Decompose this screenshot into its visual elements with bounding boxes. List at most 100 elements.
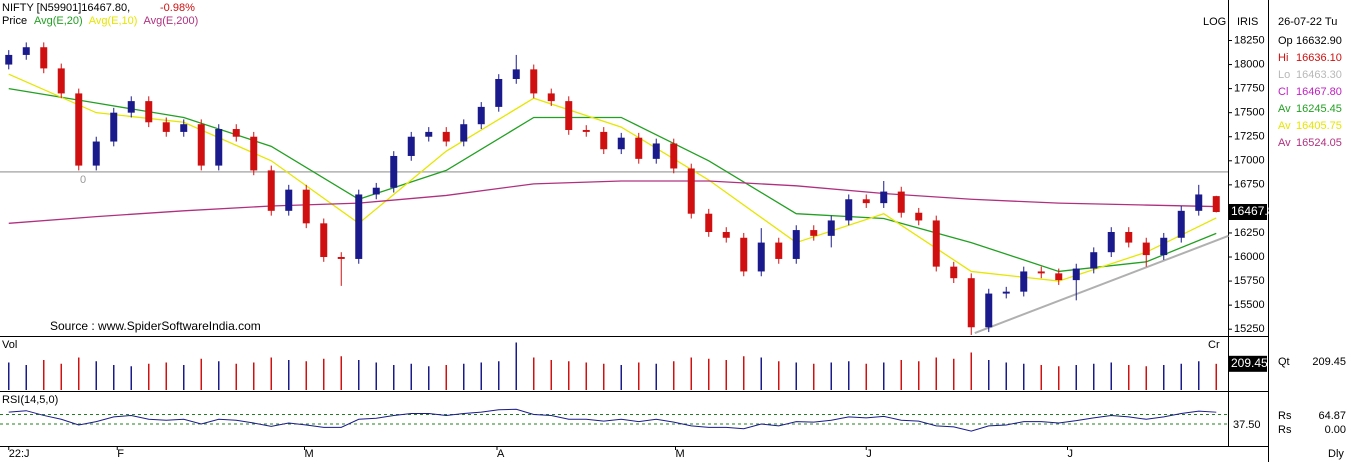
x-tick-label: 22:J — [9, 448, 30, 460]
y-tick-label: 17750 — [1234, 83, 1265, 95]
volume-corner: Cr — [1208, 339, 1220, 351]
info-value: 16463.30 — [1296, 69, 1342, 81]
x-tick-label: F — [117, 448, 124, 460]
candle-body — [320, 223, 328, 258]
y-tick-label: 17250 — [1234, 131, 1265, 143]
candle-body — [495, 78, 503, 107]
candle-body — [512, 69, 520, 79]
y-tick-label: 16250 — [1234, 227, 1265, 239]
rsi-line — [8, 408, 1217, 432]
candle-body — [530, 69, 538, 94]
candle-body — [232, 129, 240, 137]
y-tick-label: 15500 — [1234, 299, 1265, 311]
qt-label: Qt — [1278, 356, 1290, 368]
rs-label: Rs — [1278, 410, 1292, 422]
info-label: Op — [1278, 35, 1293, 47]
info-label: Av — [1278, 137, 1291, 149]
candle-body — [757, 242, 765, 272]
info-value: 16632.90 — [1296, 35, 1342, 47]
candle-body — [652, 143, 660, 159]
legend-entry: Avg(E,20) — [34, 15, 83, 27]
hline-label: 0 — [80, 174, 86, 186]
candle-body — [127, 101, 135, 113]
candle-body — [1107, 231, 1115, 253]
candle-body — [75, 93, 83, 166]
candle-body — [355, 194, 363, 259]
candle-body — [425, 131, 433, 137]
y-tick-label: 18000 — [1234, 58, 1265, 70]
info-label: Cl — [1278, 86, 1288, 98]
candle-body — [110, 112, 118, 142]
candle-body — [92, 141, 100, 166]
last-price-tag — [1229, 203, 1267, 220]
info-value: 16636.10 — [1296, 52, 1342, 64]
trendline — [974, 234, 1229, 334]
moving-average — [8, 73, 1217, 282]
candle-body — [197, 124, 205, 166]
legend-entry: Avg(E,200) — [143, 15, 198, 27]
candle-body — [460, 124, 468, 142]
candle-body — [1125, 231, 1133, 243]
period: Dly — [1328, 448, 1344, 460]
x-tick-label: M — [676, 448, 685, 460]
x-tick-label: M — [305, 448, 314, 460]
candle-body — [950, 266, 958, 279]
change: -0.98% — [160, 2, 195, 14]
candle-body — [267, 170, 275, 211]
moving-average — [8, 180, 1217, 224]
candle-body — [705, 213, 713, 232]
y-tick-label: 15750 — [1234, 275, 1265, 287]
candle-body — [687, 168, 695, 214]
candle-body — [547, 93, 555, 102]
candle-body — [250, 136, 258, 171]
candle-body — [582, 129, 590, 132]
rs-value: 64.87 — [1318, 410, 1346, 422]
candle-body — [722, 231, 730, 238]
candle-body — [390, 155, 398, 188]
candle-body — [617, 137, 625, 150]
info-value: 16245.45 — [1296, 103, 1342, 115]
rs-label: Rs — [1278, 424, 1292, 436]
candle-body — [302, 189, 310, 224]
volume-last: 209.45 — [1231, 356, 1268, 370]
rs-value: 0.00 — [1325, 424, 1346, 436]
info-label: Hi — [1278, 52, 1288, 64]
candle-body — [827, 220, 835, 236]
candle-body — [1020, 271, 1028, 292]
candle-body — [1072, 268, 1080, 281]
candle-body — [932, 220, 940, 267]
candle-body — [1090, 252, 1098, 269]
y-tick-label: 15250 — [1234, 323, 1265, 335]
candle-body — [40, 47, 48, 69]
candle-body — [897, 191, 905, 213]
candle-body — [442, 131, 450, 142]
candle-body — [57, 68, 65, 94]
candle-body — [635, 137, 643, 159]
date: 26-07-22 Tu — [1278, 16, 1337, 28]
candle-body — [1037, 271, 1045, 274]
x-tick-label: A — [497, 448, 505, 460]
chart-title: NIFTY [N59901]16467.80, — [2, 2, 130, 14]
candle-body — [845, 199, 853, 221]
rsi-tick-label: 37.50 — [1233, 419, 1261, 431]
candle-body — [810, 230, 818, 236]
info-value: 16405.75 — [1296, 120, 1342, 132]
moving-average — [8, 87, 1217, 273]
candle-body — [1177, 210, 1185, 238]
x-tick-label: J — [1068, 448, 1074, 460]
info-label: Av — [1278, 103, 1291, 115]
candle-body — [565, 101, 573, 130]
candle-body — [1212, 196, 1220, 212]
y-tick-label: 17000 — [1234, 155, 1265, 167]
candle-body — [337, 257, 345, 259]
candle-body — [1055, 273, 1063, 281]
candle-body — [215, 129, 223, 166]
candle-body — [670, 143, 678, 169]
candle-body — [162, 122, 170, 132]
rsi-label: RSI(14,5,0) — [2, 394, 58, 406]
y-tick-label: 18250 — [1234, 34, 1265, 46]
log-label: LOG — [1203, 16, 1226, 28]
candle-body — [985, 293, 993, 328]
